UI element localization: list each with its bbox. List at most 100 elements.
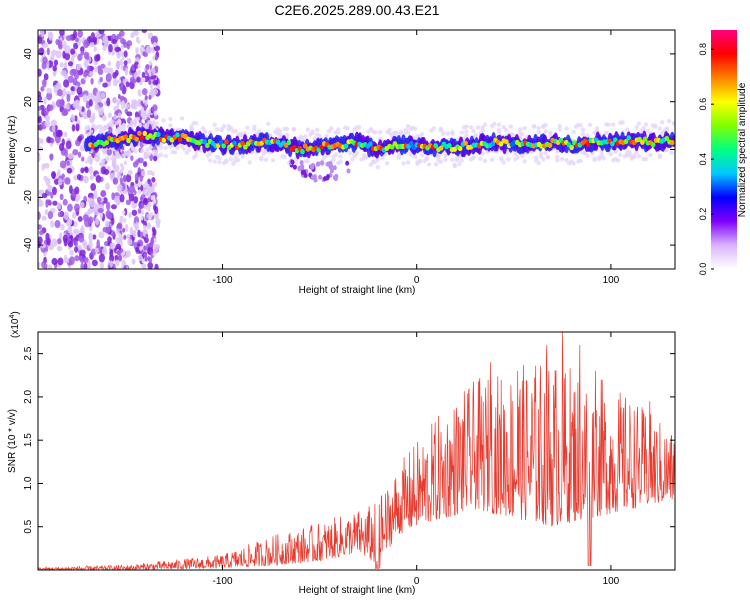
spectrogram-noise-blob	[139, 231, 144, 239]
spectrogram-noise-blob	[82, 94, 88, 103]
spectrogram-ridge-cell	[585, 141, 591, 147]
spectrogram-halo	[137, 122, 143, 128]
spectrogram-halo	[436, 154, 441, 159]
spectrogram-halo	[606, 122, 611, 127]
spectrogram-dip-blob	[303, 173, 308, 179]
spectrogram-halo	[214, 127, 220, 132]
spectrogram-stripe-blob	[148, 32, 152, 38]
spectrogram-noise-blob	[58, 178, 63, 186]
spectrogram-halo	[186, 147, 192, 153]
spectrogram-stripe-blob	[147, 197, 151, 203]
spectrogram-noise-blob	[77, 105, 83, 111]
spectrogram-noise-blob	[80, 156, 85, 162]
spectrogram-halo	[329, 126, 334, 131]
spectrogram-halo	[648, 152, 653, 158]
spectrogram-halo	[426, 162, 432, 167]
spectrogram-halo	[324, 133, 329, 139]
snr-y-ticks: 0.5 1.0 1.5 2.0 2.5	[23, 346, 675, 534]
spectrogram-noise-blob	[59, 160, 67, 169]
spectrogram-halo	[336, 127, 341, 132]
spectrogram-noise-blob	[126, 111, 133, 117]
spectrogram-stripe-blob	[151, 36, 155, 42]
spectrogram-noise-blob	[97, 106, 104, 116]
spectrogram-halo	[599, 149, 604, 155]
spectrogram-noise-blob	[65, 35, 73, 42]
spectrogram-stripe-blob	[138, 189, 142, 195]
spectrogram-halo	[105, 157, 110, 162]
spectrogram-halo	[580, 131, 586, 137]
spectrogram-noise-blob	[119, 194, 125, 203]
spectrogram-noise-blob	[86, 260, 91, 269]
spectrogram-halo	[578, 123, 583, 128]
spectrogram-stripe-blob	[123, 177, 127, 183]
spectrogram-halo	[669, 150, 674, 155]
spectrogram-halo	[135, 116, 141, 121]
spectrogram-noise-blob	[98, 253, 106, 263]
spectrogram-halo	[522, 125, 527, 131]
spectrogram-dip-blob	[329, 168, 334, 174]
spectrogram-halo	[121, 123, 127, 128]
spectrogram-halo	[473, 133, 478, 138]
spectrogram-noise-blob	[131, 78, 137, 84]
snr-y-tick-label: 1.0	[23, 476, 34, 490]
spectrogram-halo	[158, 152, 164, 157]
spectrogram-halo	[659, 120, 665, 125]
spectrogram-noise-blob	[89, 201, 95, 208]
spectrogram-noise-blob	[47, 211, 54, 220]
spectrogram-noise-blob	[52, 200, 58, 206]
spectrogram-noise-blob	[111, 217, 115, 226]
spectrogram-halo	[282, 154, 287, 160]
spectrogram-stripe-blob	[121, 165, 125, 171]
spectrogram-halo	[193, 153, 199, 158]
spectrogram-halo	[133, 148, 138, 154]
spectrogram-x-tick-label: 100	[603, 275, 620, 286]
spectrogram-noise-blob	[107, 80, 112, 87]
spectrogram-halo	[671, 121, 675, 126]
spectrogram-ridge-cell	[142, 130, 148, 137]
spectrogram-stripe-blob	[148, 71, 152, 77]
spectrogram-dip-blob	[309, 164, 314, 170]
spectrogram-noise-blob	[87, 92, 94, 102]
spectrogram-noise-blob	[79, 144, 86, 152]
spectrogram-stripe-blob	[151, 106, 155, 112]
spectrogram-noise-blob	[54, 220, 61, 229]
spectrogram-noise-blob	[38, 68, 42, 77]
spectrogram-stripe-blob	[152, 243, 156, 249]
spectrogram-noise-blob	[124, 103, 131, 109]
spectrogram-halo	[641, 126, 646, 131]
spectrogram-halo	[240, 154, 245, 159]
spectrogram-halo	[517, 127, 523, 132]
spectrogram-noise-blob	[46, 237, 51, 246]
spectrogram-noise-blob	[115, 61, 121, 69]
spectrogram-noise-blob	[76, 86, 83, 96]
spectrogram-halo	[144, 123, 150, 128]
spectrogram-noise-blob	[97, 207, 104, 214]
spectrogram-halo	[163, 145, 168, 151]
spectrogram-halo	[331, 157, 336, 163]
spectrogram-noise-blob	[137, 208, 142, 214]
spectrogram-halo	[89, 129, 94, 134]
spectrogram-noise-blob	[119, 177, 124, 185]
spectrogram-halo	[109, 123, 115, 128]
spectrogram-noise-blob	[141, 71, 146, 79]
spectrogram-halo	[394, 131, 399, 136]
spectrogram-noise-blob	[151, 185, 155, 193]
spectrogram-halo	[480, 151, 485, 156]
spectrogram-halo	[312, 136, 318, 141]
spectrogram-noise-blob	[86, 65, 91, 74]
spectrogram-noise-blob	[45, 177, 51, 187]
spectrogram-halo	[263, 157, 269, 162]
spectrogram-noise-blob	[82, 214, 89, 222]
spectrogram-halo	[664, 126, 670, 131]
spectrogram-halo	[284, 126, 290, 132]
spectrogram-dip-blob	[318, 174, 323, 180]
spectrogram-noise-blob	[38, 211, 41, 221]
spectrogram-noise-blob	[80, 262, 84, 269]
spectrogram-dip-blob	[297, 166, 302, 172]
spectrogram-ridge-cell	[610, 141, 615, 147]
spectrogram-halo	[345, 126, 350, 131]
spectrogram-halo	[291, 127, 297, 132]
spectrogram-noise-blob	[74, 37, 79, 43]
spectrogram-halo	[142, 115, 148, 121]
